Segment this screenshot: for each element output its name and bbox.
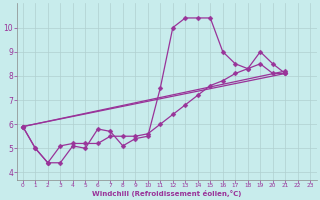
- X-axis label: Windchill (Refroidissement éolien,°C): Windchill (Refroidissement éolien,°C): [92, 190, 241, 197]
